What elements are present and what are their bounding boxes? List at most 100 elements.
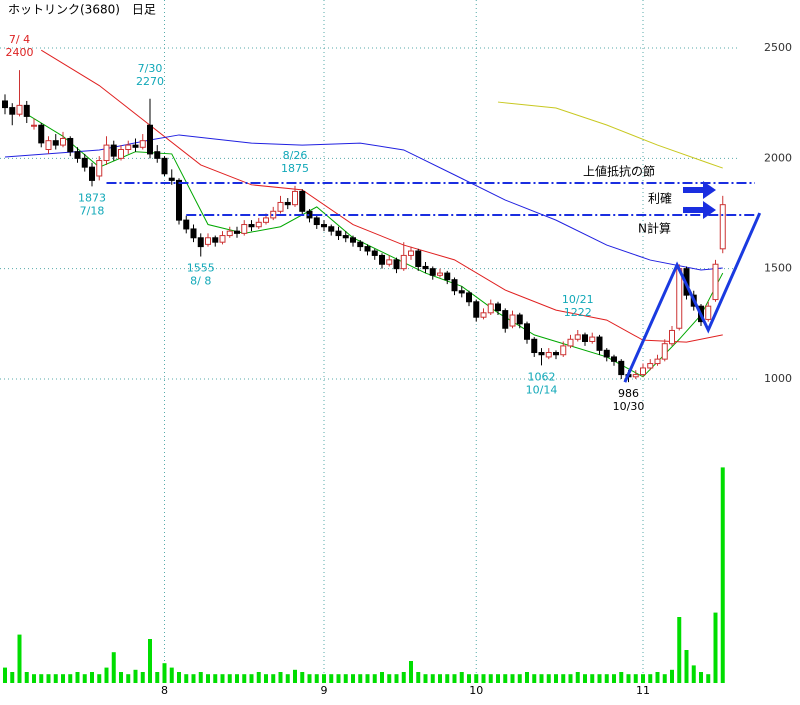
x-tick-label: 9 [321,684,328,697]
candle-body [589,336,596,342]
volume-bar [191,674,196,683]
volume-bar [416,672,421,683]
volume-bar [148,639,152,683]
candle-body [313,217,320,226]
candle-body [473,301,480,318]
volume-bar [474,674,479,683]
level-label: 上値抵抗の節 [583,164,655,179]
candle-body [263,217,269,223]
candle-body [154,151,161,159]
volume-bar [648,674,653,683]
volume-bar [198,672,203,683]
volume-bar [401,672,406,683]
candle-body [603,349,610,358]
volume-bar [641,674,645,683]
volume-bar [155,672,160,683]
volume-bar [525,672,529,683]
volume-bar [720,467,725,683]
candle-body [487,303,494,314]
volume-bar [61,674,65,683]
volume-bar [140,672,145,683]
candle-body [248,224,255,228]
candle-body [52,140,59,146]
candle-body [118,149,124,159]
volume-bar [68,674,73,683]
annotation-date: 8/ 8 [190,275,211,288]
candle-body [132,144,139,148]
volume-bar [177,672,181,683]
candle-body [226,230,233,237]
volume-bar [619,672,624,683]
candle-body [197,237,204,248]
candle-body [495,303,501,312]
n-pattern [623,212,762,383]
candle-body [661,343,668,360]
volume-bar [532,674,537,683]
volume-bar [220,674,225,683]
candle-body [611,356,617,362]
volume-bar [32,674,36,683]
volume-bar [75,672,80,683]
candle-body [284,201,291,206]
volume-bar [17,634,22,683]
candle-body [38,124,45,144]
volume-bar [662,674,667,683]
candle-body [516,314,523,325]
annotation-value: 2270 [136,75,164,88]
candle-body [161,157,168,175]
volume-bar [655,672,660,683]
annotation-value: 1062 [528,370,556,383]
volume-bar [351,674,355,683]
annotation-value: 1555 [187,262,215,275]
candle-body [647,363,654,369]
volume-bar [699,672,703,683]
volume-bar [452,674,457,683]
chart-title: ホットリンク(3680) 日足 [8,3,156,17]
candle-body [632,374,639,378]
candle-body [125,144,132,151]
annotation-value: 1873 [78,191,106,204]
candle-body [480,312,487,318]
y-tick-label: 1500 [764,262,792,275]
moving-average [26,113,724,378]
candle-body [241,224,248,234]
candle-body [712,263,719,301]
volume-bar [423,674,428,683]
volume-bar [358,674,363,683]
candle-body [190,228,197,239]
candle-body [350,237,356,243]
candle-body [596,336,603,351]
candle-body [553,352,559,356]
volume-bar [481,674,486,683]
volume-bar [119,672,123,683]
volume-bar [271,674,276,683]
annotation-date: 7/18 [80,204,105,217]
volume-bar [235,674,239,683]
candle-body [183,219,190,230]
annotation-date: 7/ 4 [9,33,30,46]
volume-bar [90,672,94,683]
candle-body [524,323,530,340]
candle-body [545,352,552,358]
arrow [683,201,716,219]
level-label: N計算 [638,221,671,236]
moving-average [40,49,723,343]
volume-bar [213,674,218,683]
candle-body [400,254,407,270]
volume-bar [394,674,399,683]
candle-body [502,310,509,329]
volume-bar [713,612,718,683]
candle-body [618,360,625,376]
candle-body [560,345,567,356]
candle-body [168,177,175,181]
volume-bar [24,672,29,683]
candle-body [386,259,393,265]
candle-body [654,358,661,365]
volume-bar [293,669,297,683]
volume-bar [329,674,334,683]
volume-bar [503,674,508,683]
candle-body [567,338,574,347]
volume-bar [706,674,711,683]
volume-bar [314,674,319,683]
candle-body [212,237,219,243]
